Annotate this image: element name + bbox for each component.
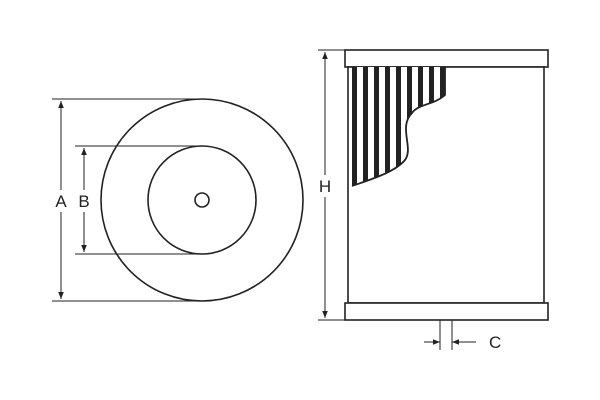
center-hole (194, 192, 210, 208)
side-view: H C (316, 49, 549, 352)
outer-circle (100, 98, 304, 302)
label-b: B (78, 192, 89, 211)
inner-circle (147, 145, 257, 255)
top-view: A B (52, 98, 304, 302)
label-c: C (489, 333, 501, 352)
top-end-cap (344, 49, 549, 68)
label-h: H (319, 177, 331, 196)
label-a: A (55, 192, 67, 211)
pleat-cutaway-outline (351, 67, 446, 187)
bottom-end-cap (344, 302, 549, 321)
